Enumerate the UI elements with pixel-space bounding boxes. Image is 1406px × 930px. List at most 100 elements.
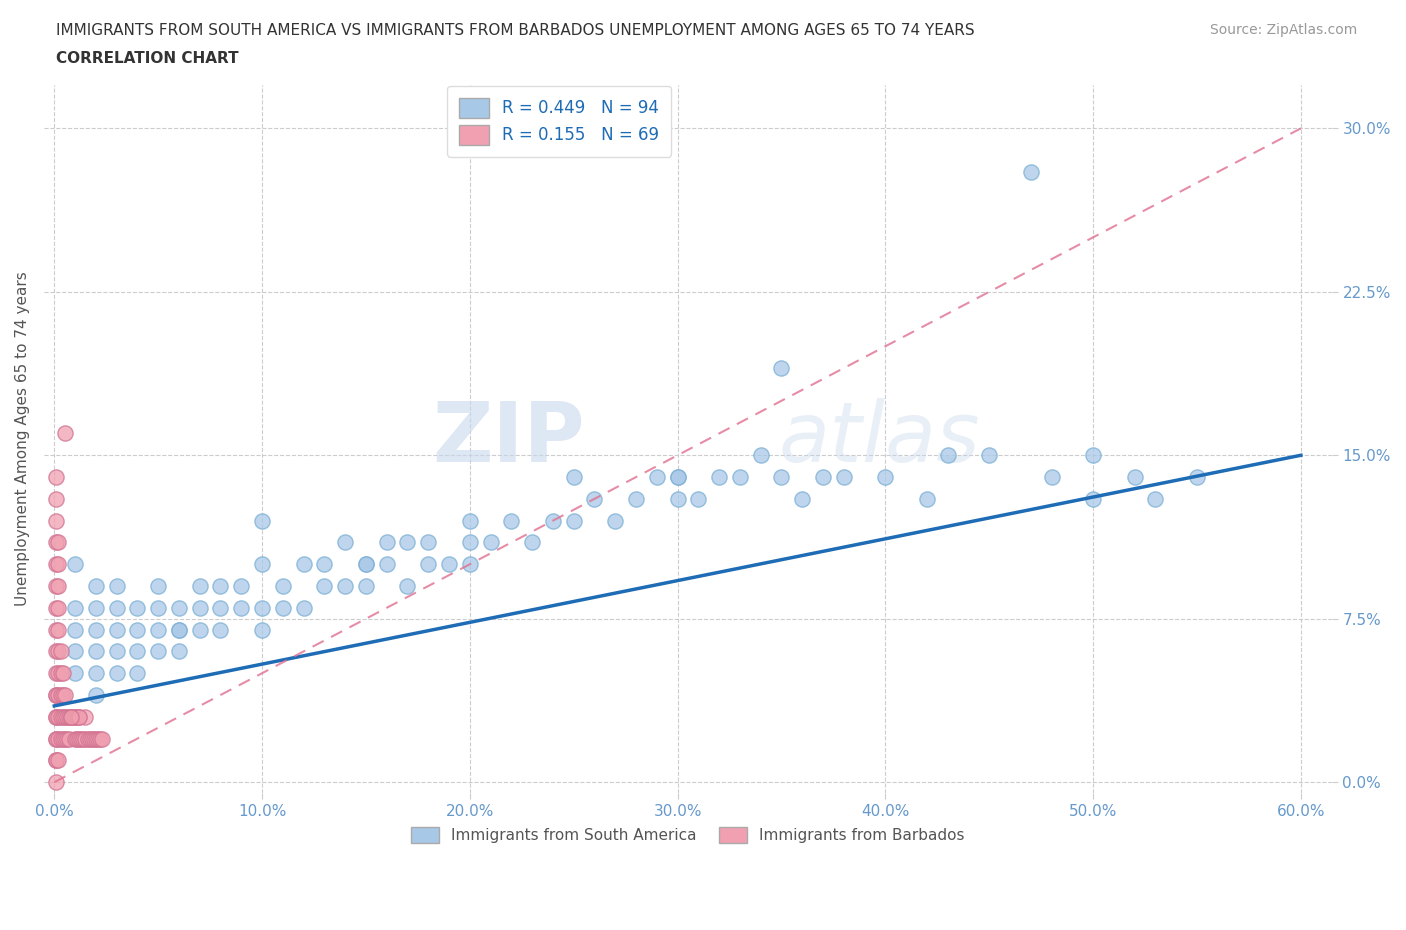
Point <box>48 535 70 550</box>
Point <box>45 687 67 702</box>
Point <box>79 731 101 746</box>
Point <box>728 470 751 485</box>
Point <box>45 753 67 768</box>
Point <box>105 601 128 616</box>
Point <box>583 491 606 506</box>
Point <box>936 448 959 463</box>
Point <box>1019 165 1042 179</box>
Point <box>58 710 80 724</box>
Point <box>52 731 75 746</box>
Point <box>770 361 793 376</box>
Point <box>48 687 70 702</box>
Point <box>58 731 80 746</box>
Point <box>49 731 72 746</box>
Point <box>915 491 938 506</box>
Point <box>48 601 70 616</box>
Point <box>666 491 689 506</box>
Point <box>1081 491 1104 506</box>
Point <box>541 513 564 528</box>
Point <box>45 731 67 746</box>
Point <box>45 710 67 724</box>
Point <box>562 470 585 485</box>
Point <box>45 622 67 637</box>
Point <box>48 710 70 724</box>
Legend: Immigrants from South America, Immigrants from Barbados: Immigrants from South America, Immigrant… <box>405 821 970 849</box>
Point <box>91 731 114 746</box>
Text: CORRELATION CHART: CORRELATION CHART <box>56 51 239 66</box>
Point <box>48 644 70 658</box>
Point <box>770 470 793 485</box>
Point <box>75 710 97 724</box>
Point <box>292 557 315 572</box>
Point <box>188 622 211 637</box>
Y-axis label: Unemployment Among Ages 65 to 74 years: Unemployment Among Ages 65 to 74 years <box>15 272 30 606</box>
Point <box>45 753 67 768</box>
Point <box>59 710 82 724</box>
Point <box>458 557 481 572</box>
Point <box>87 731 110 746</box>
Point <box>1144 491 1167 506</box>
Point <box>375 557 398 572</box>
Point <box>231 578 253 593</box>
Point <box>666 470 689 485</box>
Point <box>105 578 128 593</box>
Point <box>875 470 897 485</box>
Point <box>645 470 668 485</box>
Point <box>84 666 107 681</box>
Point <box>53 731 76 746</box>
Point <box>84 622 107 637</box>
Point <box>53 687 76 702</box>
Point <box>271 601 294 616</box>
Point <box>63 644 86 658</box>
Point <box>105 622 128 637</box>
Point <box>45 687 67 702</box>
Point <box>979 448 1001 463</box>
Point <box>49 710 72 724</box>
Point <box>624 491 647 506</box>
Point <box>792 491 814 506</box>
Point <box>52 687 75 702</box>
Point <box>45 710 67 724</box>
Point <box>84 687 107 702</box>
Point <box>63 557 86 572</box>
Point <box>396 535 419 550</box>
Point <box>127 644 149 658</box>
Point <box>48 666 70 681</box>
Point <box>479 535 502 550</box>
Point <box>49 666 72 681</box>
Point <box>333 578 356 593</box>
Point <box>72 731 94 746</box>
Point <box>45 601 67 616</box>
Point <box>520 535 543 550</box>
Point <box>250 557 273 572</box>
Point <box>55 731 77 746</box>
Point <box>501 513 523 528</box>
Point <box>146 578 169 593</box>
Point <box>811 470 834 485</box>
Point <box>188 578 211 593</box>
Point <box>333 535 356 550</box>
Point <box>458 535 481 550</box>
Point <box>63 601 86 616</box>
Point <box>167 622 190 637</box>
Point <box>48 578 70 593</box>
Point <box>67 710 90 724</box>
Point <box>1123 470 1146 485</box>
Point <box>250 622 273 637</box>
Point <box>167 622 190 637</box>
Point <box>45 578 67 593</box>
Point <box>49 644 72 658</box>
Point <box>605 513 627 528</box>
Point <box>127 601 149 616</box>
Point <box>375 535 398 550</box>
Point <box>48 753 70 768</box>
Point <box>45 535 67 550</box>
Point <box>53 710 76 724</box>
Text: Source: ZipAtlas.com: Source: ZipAtlas.com <box>1209 23 1357 37</box>
Point <box>250 601 273 616</box>
Point <box>45 731 67 746</box>
Point <box>45 491 67 506</box>
Text: IMMIGRANTS FROM SOUTH AMERICA VS IMMIGRANTS FROM BARBADOS UNEMPLOYMENT AMONG AGE: IMMIGRANTS FROM SOUTH AMERICA VS IMMIGRA… <box>56 23 974 38</box>
Point <box>48 622 70 637</box>
Point <box>688 491 710 506</box>
